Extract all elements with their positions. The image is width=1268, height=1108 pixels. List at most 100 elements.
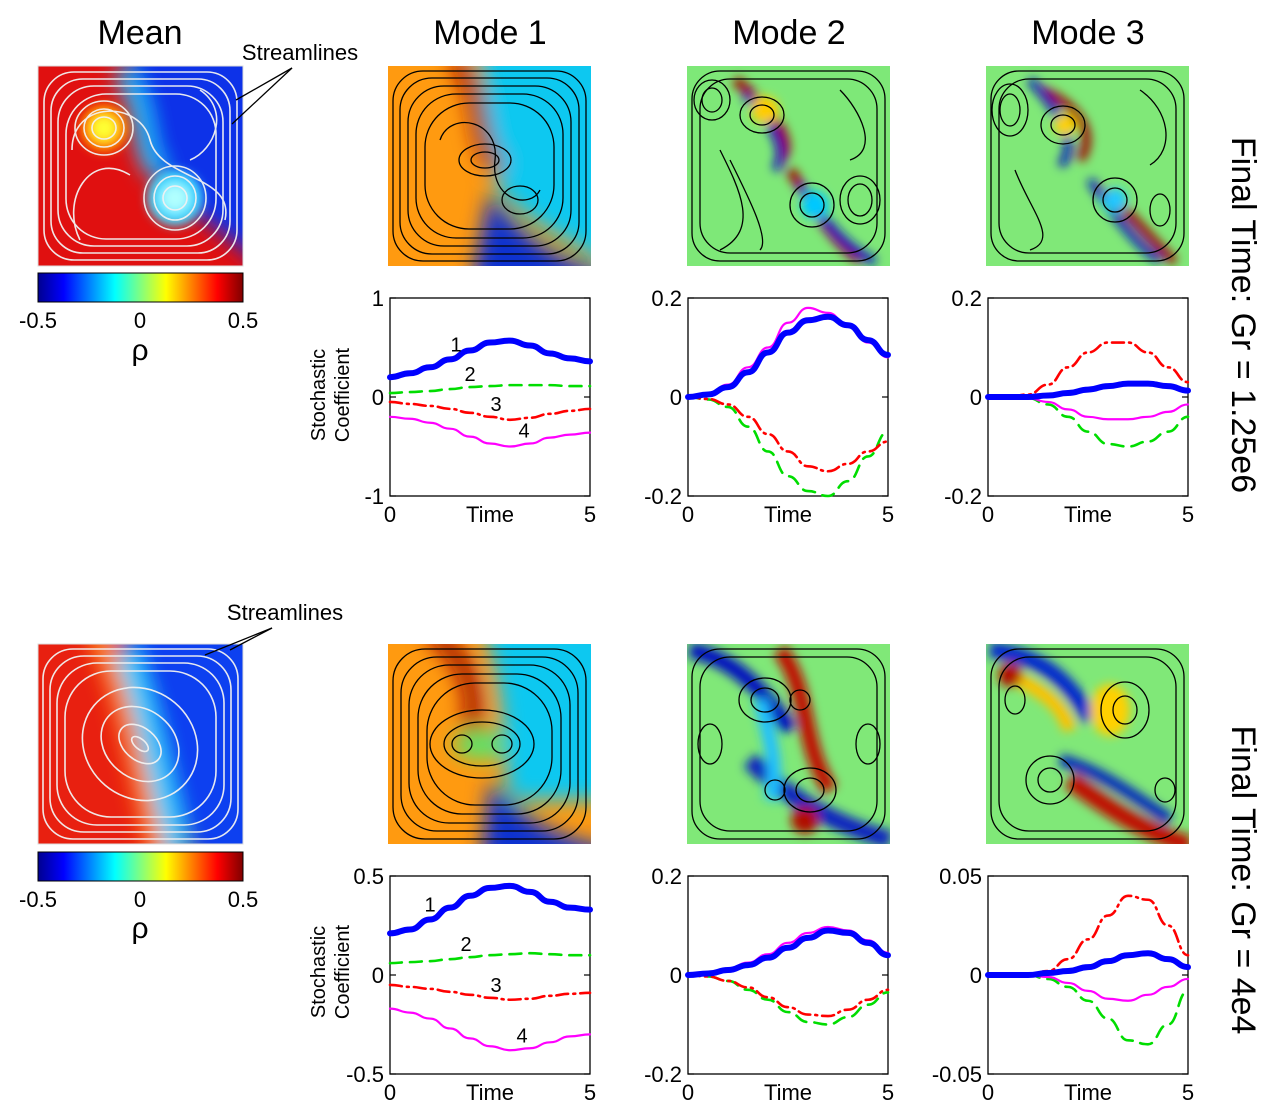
mean-bottom-frame [37,643,244,845]
x-tick-label: 5 [584,502,596,527]
mean-field-bottom [38,644,243,844]
y-tick-label: 1 [372,286,384,311]
streamlines-label-bottom: Streamlines [227,600,343,625]
series-number-label: 4 [518,421,529,443]
y-tick-label: -1 [364,484,384,509]
y-tick-label: 0 [670,385,682,410]
colorbar-label-bottom: ρ [131,912,148,945]
series-number-label: 3 [490,975,501,997]
mean-top-frame [37,65,244,267]
mode2-field-bottom [687,644,890,844]
series-line-4 [388,1007,592,1052]
series-line-1 [685,313,891,400]
series-number-label: 1 [450,334,461,356]
series-line-2 [986,973,1190,1046]
series-number-label: 2 [464,364,475,386]
side-label-bottom: Final Time: Gr = 4e4 [1224,726,1262,1035]
title-mean: Mean [97,14,182,52]
colorbar-min-bottom: -0.5 [19,887,57,912]
y-tick-label: 0 [372,385,384,410]
series-number-label: 2 [460,934,471,956]
colorbar-mid-bottom: 0 [134,887,146,912]
y-tick-label: -0.2 [644,484,682,509]
colorbar-max-top: 0.5 [228,308,259,333]
y-tick-label: -0.2 [944,484,982,509]
series-number-label: 3 [490,394,501,416]
title-mode2: Mode 2 [732,14,845,52]
mode1-field-bottom [388,644,591,844]
series-line-1 [985,380,1191,400]
mode3-field-top [986,66,1189,266]
x-axis-label: Time [764,1080,812,1105]
ylabel-bottom-line1: Stochastic [308,926,330,1018]
y-tick-label: 0 [372,963,384,988]
series-line-2 [686,395,890,498]
series-line-3 [686,973,890,1018]
x-tick-label: 5 [882,1080,894,1105]
x-tick-label: 5 [1182,1080,1194,1105]
y-tick-label: 0.2 [951,286,982,311]
plot-frame [687,875,889,1075]
series-line-1 [387,882,593,937]
ylabel-bottom-line2: Coefficient [332,924,354,1019]
colorbar-mid-top: 0 [134,308,146,333]
x-tick-label: 5 [584,1080,596,1105]
y-tick-label: -0.05 [932,1062,982,1087]
series-line-1 [985,950,1191,979]
ylabel-top-line1: Stochastic [308,349,330,441]
colorbar-label-top: ρ [131,334,148,367]
mode1-field-top [388,66,591,266]
x-axis-label: Time [1064,502,1112,527]
x-tick-label: 0 [982,502,994,527]
x-axis-label: Time [1064,1080,1112,1105]
series-line-1 [685,927,891,978]
x-tick-label: 0 [682,502,694,527]
x-axis-label: Time [466,1080,514,1105]
colorbar-bottom [37,851,244,882]
ylabel-top: Stochastic Coefficient [308,347,354,442]
y-tick-label: 0.2 [651,864,682,889]
x-tick-label: 0 [982,1080,994,1105]
y-tick-label: 0 [970,963,982,988]
colorbar-min-top: -0.5 [19,308,57,333]
ylabel-top-line2: Coefficient [332,347,354,442]
x-tick-label: 0 [682,1080,694,1105]
series-line-1 [387,337,593,381]
series-line-2 [986,395,1190,448]
x-axis-label: Time [466,502,514,527]
annotation-arrow [204,627,273,656]
series-line-3 [388,400,592,422]
x-tick-label: 5 [882,502,894,527]
series-line-2 [686,973,890,1026]
annotation-arrow [235,67,293,101]
mean-field-top [38,66,243,266]
y-tick-label: 0.2 [651,286,682,311]
y-tick-label: -0.2 [644,1062,682,1087]
ylabel-bottom: Stochastic Coefficient [308,924,354,1019]
series-line-3 [686,395,890,473]
y-tick-label: 0.5 [353,864,384,889]
colorbar-max-bottom: 0.5 [228,887,259,912]
series-number-label: 4 [516,1025,527,1047]
mode2-field-top [687,66,890,266]
series-line-4 [388,415,592,448]
x-tick-label: 5 [1182,502,1194,527]
title-mode3: Mode 3 [1031,14,1144,52]
plot-frame [389,297,591,497]
y-tick-label: -0.5 [346,1062,384,1087]
series-number-label: 1 [424,895,435,917]
mode3-field-bottom [986,644,1189,844]
y-tick-label: 0 [670,963,682,988]
series-line-3 [388,983,592,1002]
annotation-arrow [231,67,293,125]
streamlines-label-top: Streamlines [242,40,358,65]
x-tick-label: 0 [384,1080,396,1105]
